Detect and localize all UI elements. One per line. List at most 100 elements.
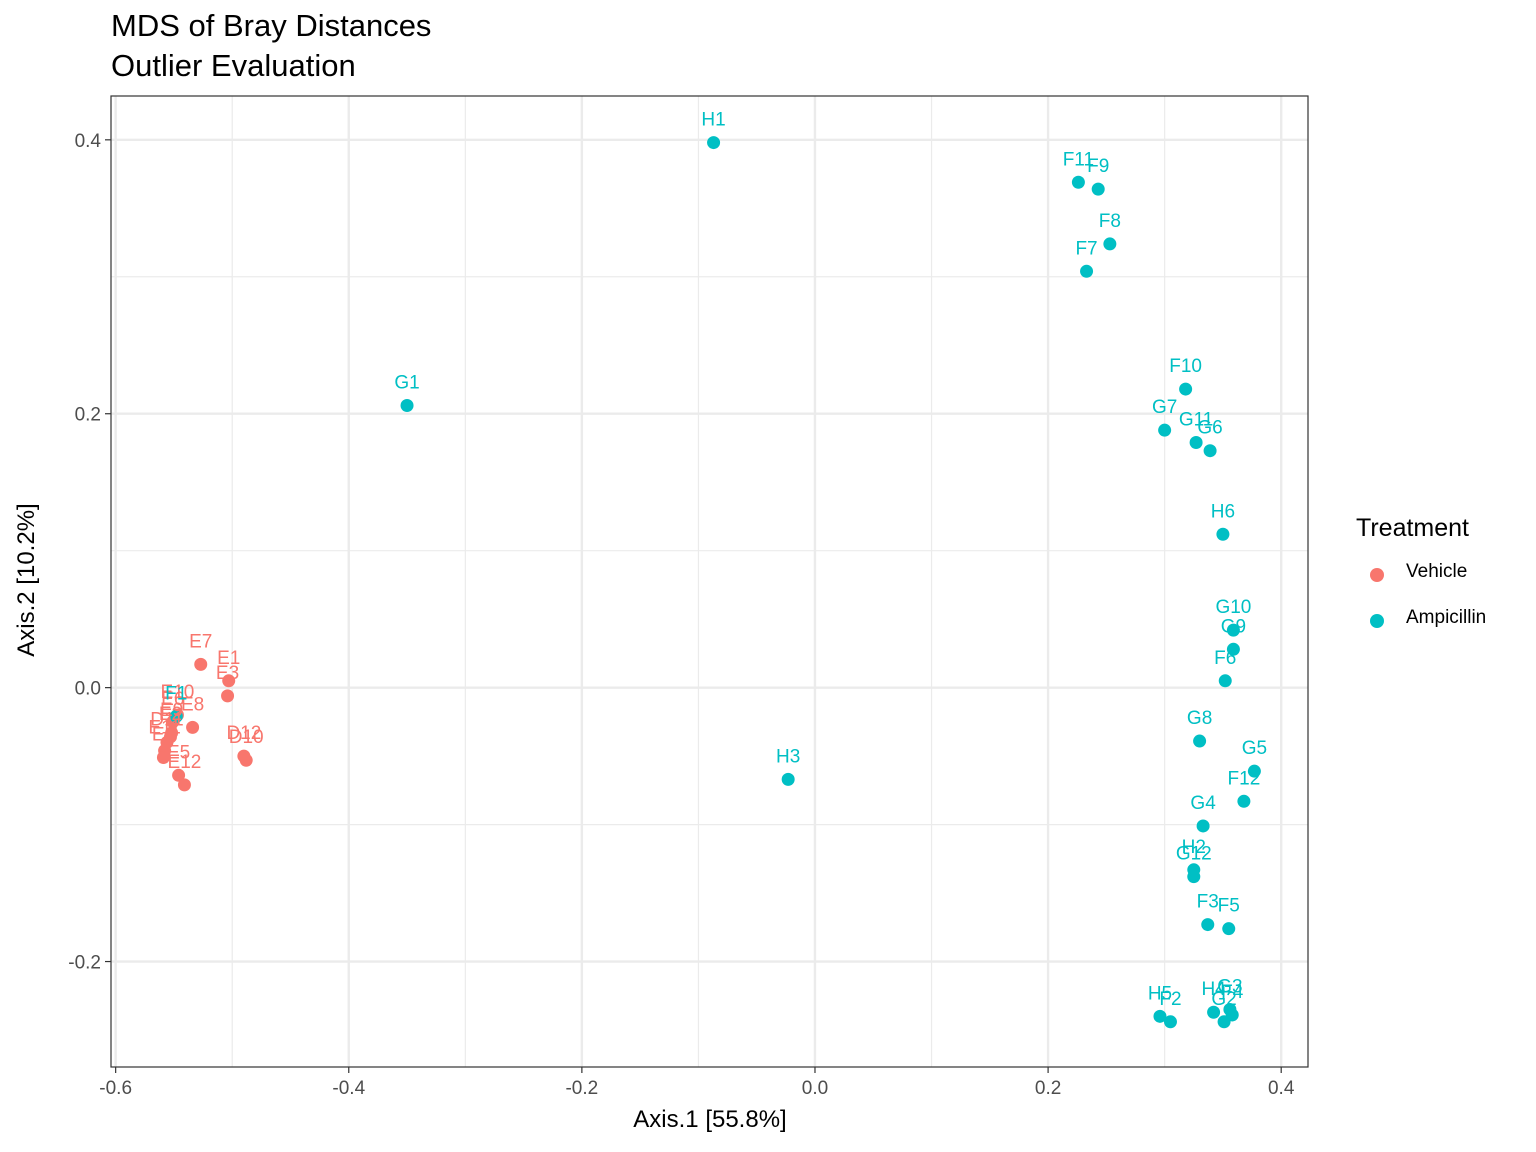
point-vehicle-e3 <box>221 689 235 703</box>
point-label-e8: E8 <box>181 694 204 715</box>
point-vehicle-e12 <box>177 778 191 792</box>
point-ampicillin-g2 <box>1217 1015 1231 1029</box>
x-tick-label: -0.6 <box>99 1078 132 1099</box>
point-vehicle-d10 <box>239 753 253 767</box>
point-ampicillin-f5 <box>1222 922 1236 936</box>
point-label-g6: G6 <box>1197 418 1222 439</box>
point-label-e9: E9 <box>160 700 183 721</box>
point-label-e3: E3 <box>216 663 239 684</box>
grid-lines <box>111 96 1308 1067</box>
point-ampicillin-g4 <box>1196 819 1210 833</box>
point-ampicillin-g11 <box>1189 435 1203 449</box>
point-label-f12: F12 <box>1228 768 1261 789</box>
point-label-f7: F7 <box>1075 238 1097 259</box>
point-label-d10: D10 <box>229 727 264 748</box>
point-label-g3: G3 <box>1217 976 1242 997</box>
legend-label-vehicle: Vehicle <box>1406 561 1468 582</box>
x-tick-label: 0.0 <box>802 1078 828 1099</box>
point-label-f5: F5 <box>1218 896 1240 917</box>
x-tick-label: 0.4 <box>1268 1078 1295 1099</box>
point-label-g9: G9 <box>1221 616 1246 637</box>
legend-key-vehicle <box>1370 568 1384 582</box>
point-label-d11: D11 <box>150 709 183 730</box>
x-axis-title: Axis.1 [55.8%] <box>633 1106 787 1133</box>
point-vehicle-e7 <box>194 657 208 671</box>
point-label-f8: F8 <box>1099 211 1121 232</box>
point-ampicillin-h6 <box>1216 527 1230 541</box>
point-label-h5: H5 <box>1148 983 1172 1004</box>
point-label-e12: E12 <box>168 752 202 773</box>
point-ampicillin-f1 <box>169 709 183 723</box>
point-ampicillin-h3 <box>781 772 795 786</box>
point-label-e6: E6 <box>161 689 184 710</box>
point-label-g4: G4 <box>1190 793 1216 814</box>
point-label-f9: F9 <box>1087 156 1109 177</box>
point-label-e7: E7 <box>189 631 212 652</box>
legend-label-ampicillin: Ampicillin <box>1406 607 1487 628</box>
legend-key-ampicillin <box>1370 614 1384 628</box>
point-label-g11: G11 <box>1179 409 1214 430</box>
legend: Treatment Vehicle Ampicillin <box>1356 514 1486 628</box>
point-ampicillin-f12 <box>1237 794 1251 808</box>
point-ampicillin-g10 <box>1226 623 1240 637</box>
panel-border <box>110 95 1309 1068</box>
legend-title: Treatment <box>1356 514 1470 542</box>
point-label-g7: G7 <box>1152 397 1177 418</box>
point-ampicillin-f8 <box>1103 237 1117 251</box>
point-ampicillin-f9 <box>1091 182 1105 196</box>
point-ampicillin-g12 <box>1187 870 1201 884</box>
point-vehicle-e8 <box>186 720 200 734</box>
y-tick-label: 0.4 <box>75 131 102 152</box>
point-ampicillin-g5 <box>1247 764 1261 778</box>
point-ampicillin-g6 <box>1203 444 1217 458</box>
y-axis-title: Axis.2 [10.2%] <box>13 503 40 657</box>
point-ampicillin-f11 <box>1071 175 1085 189</box>
point-label-f1: F1 <box>165 683 187 704</box>
point-label-h1: H1 <box>701 110 725 131</box>
point-ampicillin-h1 <box>707 136 721 150</box>
point-label-f2: F2 <box>1159 989 1181 1010</box>
point-label-g5: G5 <box>1242 738 1267 759</box>
point-label-h3: H3 <box>776 746 800 767</box>
point-label-f11: F11 <box>1063 149 1094 170</box>
point-ampicillin-h5 <box>1153 1009 1167 1023</box>
data-points <box>156 136 1261 1029</box>
point-label-e2: E2 <box>159 704 182 725</box>
point-ampicillin-h4 <box>1207 1005 1221 1019</box>
chart-title: MDS of Bray Distances <box>111 8 432 43</box>
x-tick-label: 0.2 <box>1035 1078 1061 1099</box>
point-label-g2: G2 <box>1211 989 1236 1010</box>
point-ampicillin-f6 <box>1218 674 1232 688</box>
point-label-g10: G10 <box>1215 597 1251 618</box>
point-label-h6: H6 <box>1211 501 1235 522</box>
point-label-h2: H2 <box>1182 837 1206 858</box>
point-ampicillin-f7 <box>1080 264 1094 278</box>
point-label-e10: E10 <box>161 682 195 703</box>
point-label-g12: G12 <box>1176 844 1212 865</box>
y-tick-label: 0.2 <box>75 405 101 426</box>
point-label-e4: E4 <box>152 724 176 745</box>
point-ampicillin-f10 <box>1179 382 1193 396</box>
x-tick-label: -0.4 <box>332 1078 365 1099</box>
point-label-h4: H4 <box>1201 979 1226 1000</box>
point-label-e1: E1 <box>217 648 240 669</box>
point-vehicle-e1 <box>222 674 236 688</box>
point-vehicle-e4 <box>156 750 170 764</box>
point-ampicillin-g8 <box>1193 734 1207 748</box>
y-tick-label: -0.2 <box>68 953 101 974</box>
point-ampicillin-f2 <box>1163 1015 1177 1029</box>
point-ampicillin-f3 <box>1201 918 1215 932</box>
point-ampicillin-g7 <box>1158 423 1172 437</box>
point-label-f3: F3 <box>1197 892 1219 913</box>
chart-subtitle: Outlier Evaluation <box>111 48 356 83</box>
point-label-e5: E5 <box>167 742 190 763</box>
point-label-e11: E11 <box>148 718 180 739</box>
y-tick-label: 0.0 <box>75 679 101 700</box>
point-ampicillin-g1 <box>400 399 414 413</box>
point-vehicle-e5 <box>172 768 186 782</box>
point-label-g1: G1 <box>394 373 419 394</box>
point-label-d12: D12 <box>226 723 261 744</box>
axes: -0.6 -0.4 -0.2 0.0 0.2 0.4 -0.2 0.0 0.2 0.4 <box>68 131 1295 1099</box>
